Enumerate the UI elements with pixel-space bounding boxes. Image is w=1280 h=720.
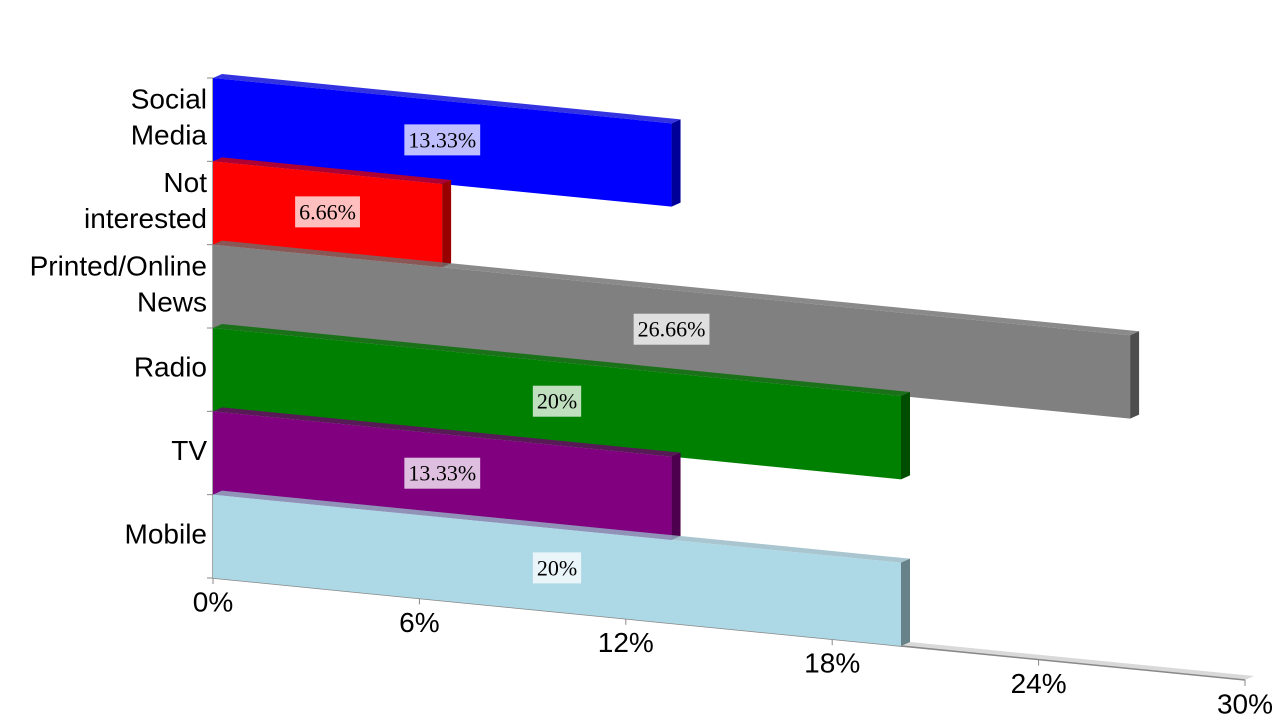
- data-label-bg: [404, 124, 481, 156]
- category-label: Social Media: [131, 84, 208, 151]
- data-label: 26.66%: [638, 317, 706, 342]
- data-label-bg: [532, 552, 582, 584]
- bar-group: 20%: [213, 490, 910, 646]
- x-tick-label: 6%: [399, 607, 439, 638]
- bar-top: [213, 240, 1140, 336]
- data-label: 13.33%: [408, 461, 476, 486]
- data-label: 13.33%: [408, 127, 476, 152]
- data-label-bg: [404, 457, 481, 489]
- bar-side: [442, 179, 452, 268]
- x-tick-label: 12%: [598, 627, 654, 658]
- category-label: TV: [171, 435, 207, 466]
- bar-top: [213, 74, 681, 124]
- bar-top: [213, 324, 910, 396]
- data-label-bg: [633, 313, 710, 345]
- x-tick-label: 30%: [1217, 688, 1273, 719]
- category-label: Not interested: [84, 167, 207, 234]
- bar-top: [213, 490, 910, 563]
- bar-side: [901, 392, 910, 480]
- bar-side: [671, 452, 681, 540]
- bar-group: 20%: [213, 324, 910, 480]
- bar-group: 13.33%: [213, 74, 681, 207]
- category-label: Printed/Online News: [30, 251, 207, 318]
- bar-side: [1130, 331, 1140, 419]
- data-label-bg: [295, 196, 360, 228]
- bar-side: [671, 119, 681, 207]
- data-label: 20%: [537, 555, 577, 580]
- category-label: Radio: [134, 352, 207, 383]
- bar-group: 13.33%: [213, 407, 681, 540]
- x-tick-label: 0%: [193, 586, 233, 617]
- bar-group: 6.66%: [213, 157, 452, 268]
- x-tick-label: 24%: [1011, 668, 1067, 699]
- x-tick-label: 18%: [804, 648, 860, 679]
- data-label: 6.66%: [299, 199, 356, 224]
- bar-group: 26.66%: [213, 240, 1140, 419]
- data-label: 20%: [537, 389, 577, 414]
- bar-top: [213, 157, 452, 184]
- bar-side: [901, 558, 910, 646]
- category-label: Mobile: [125, 519, 207, 550]
- data-label-bg: [532, 385, 582, 417]
- bar-top: [213, 407, 681, 457]
